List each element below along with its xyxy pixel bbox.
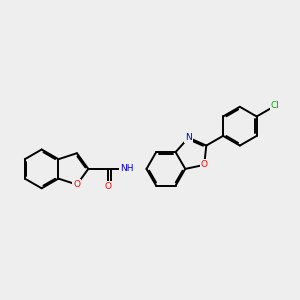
Text: N: N — [185, 133, 192, 142]
Text: O: O — [201, 160, 208, 169]
Text: O: O — [74, 180, 80, 189]
Text: Cl: Cl — [271, 101, 280, 110]
Text: NH: NH — [120, 164, 134, 173]
Text: O: O — [104, 182, 111, 191]
